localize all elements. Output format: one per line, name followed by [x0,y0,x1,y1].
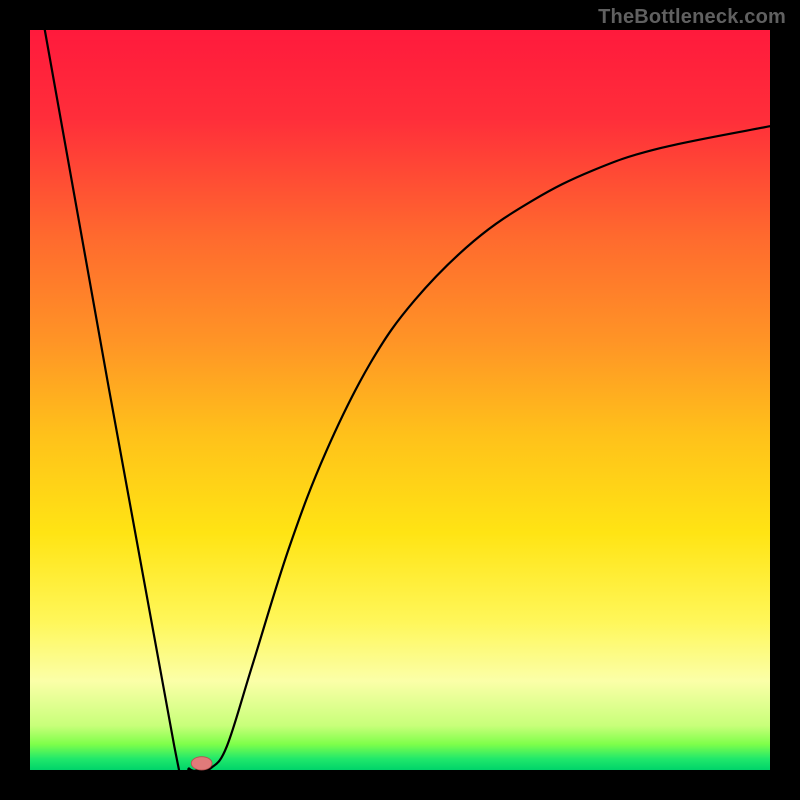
bottleneck-chart [0,0,800,800]
plot-background [30,30,770,770]
watermark-text: TheBottleneck.com [598,6,786,29]
optimum-marker [191,757,212,770]
chart-container: TheBottleneck.com [0,0,800,800]
